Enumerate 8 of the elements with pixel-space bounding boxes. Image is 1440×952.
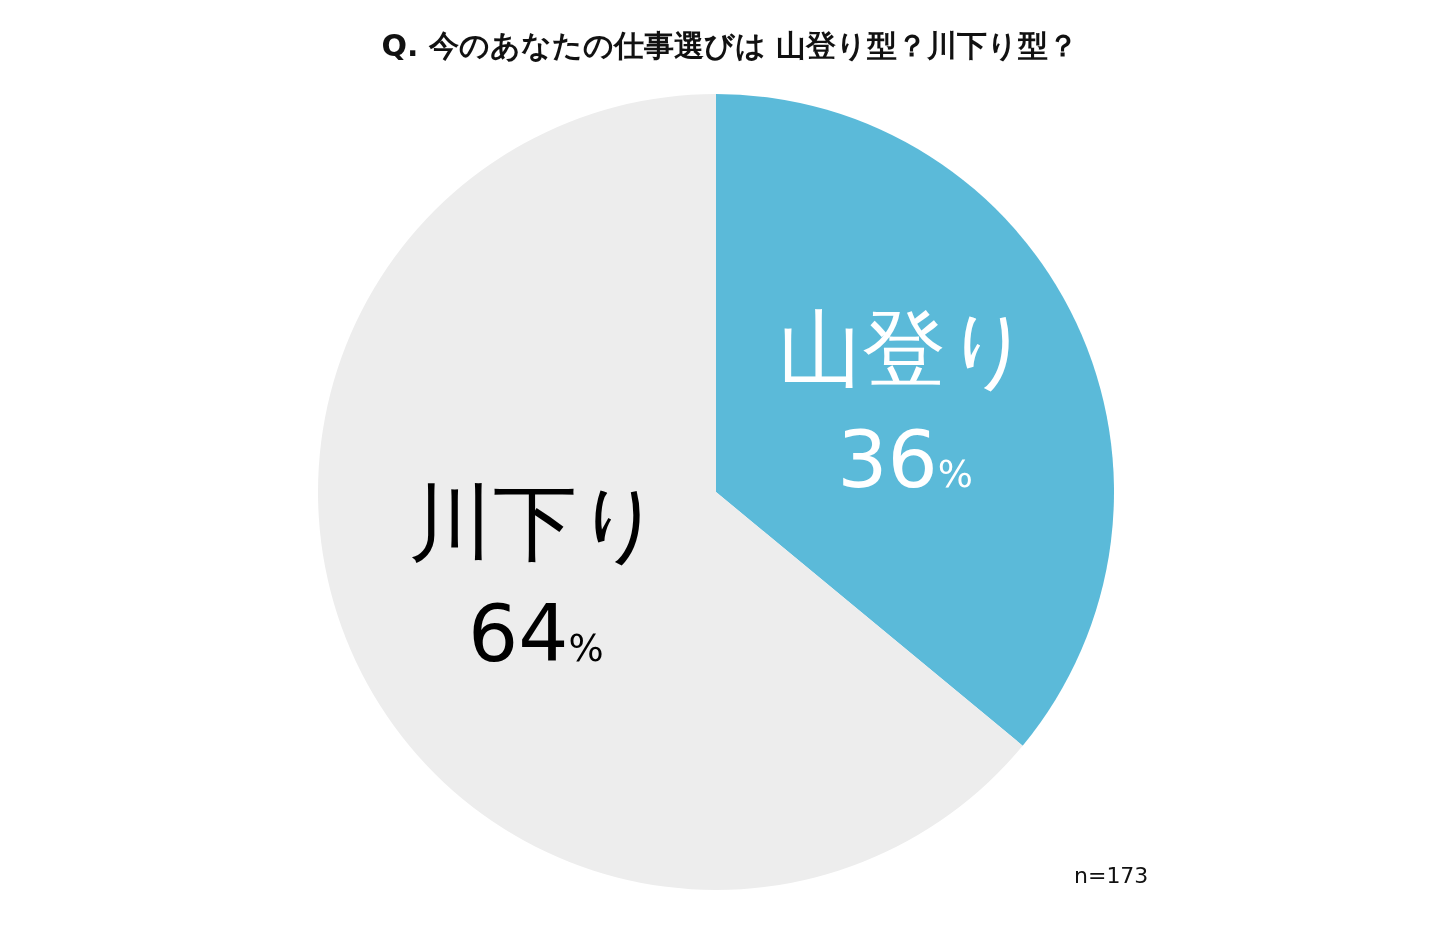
chart-title: Q. 今のあなたの仕事選びは 山登り型？川下り型？ (381, 27, 1079, 63)
slice-label: 山登り (778, 299, 1033, 398)
text: n=173 (1074, 863, 1149, 888)
data-label: 64% (468, 587, 604, 680)
pie-slice (716, 94, 1114, 746)
slice-label: 川下り (408, 473, 663, 572)
data-label: 36% (837, 414, 973, 507)
pie-slice (318, 94, 1023, 890)
